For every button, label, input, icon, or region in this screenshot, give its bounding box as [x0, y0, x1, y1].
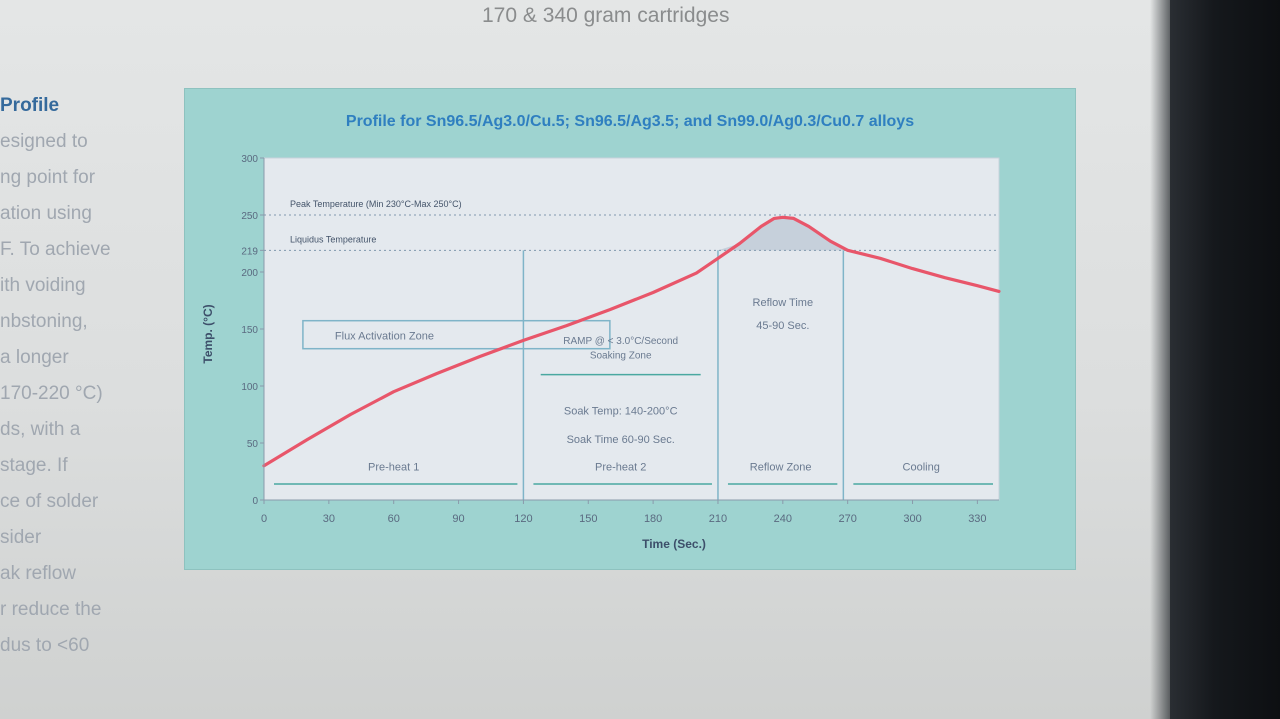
zone-labels: Pre-heat 1 Pre-heat 2 Reflow Zone Cooling [274, 461, 993, 485]
soak-time-label: Soak Time 60-90 Sec. [567, 434, 675, 446]
zone-label: Cooling [903, 461, 940, 473]
y-tick-label: 250 [241, 211, 258, 222]
reflow-profile-chart: Profile for Sn96.5/Ag3.0/Cu.5; Sn96.5/Ag… [201, 113, 1001, 551]
curve-point [846, 249, 849, 252]
x-tick-label: 240 [774, 513, 792, 525]
reference-line-label: Peak Temperature (Min 230°C-Max 250°C) [290, 199, 462, 209]
side-text-line: ce of solder [0, 491, 99, 512]
plot-area [263, 157, 1000, 501]
x-tick-label: 30 [323, 513, 335, 525]
reflow-time-label: Reflow Time [753, 297, 814, 309]
curve-point [565, 324, 568, 327]
y-tick-label: 100 [241, 382, 258, 393]
curve-point [782, 216, 784, 219]
curve-point [392, 390, 395, 393]
y-axis-label: Temp. (°C) [201, 304, 215, 363]
curve-point [306, 438, 308, 441]
zone-boundaries [522, 250, 845, 500]
monitor-bezel [1170, 0, 1280, 719]
axes: 0 30 60 90 120 150 180 210 240 270 300 330 0 50 100 150… [241, 154, 999, 525]
curve-point [717, 257, 719, 260]
curve-point [911, 267, 914, 270]
side-text-line: a longer [0, 347, 69, 368]
x-tick-label: 150 [579, 513, 597, 525]
curve-point [808, 225, 810, 228]
curve-point [609, 308, 611, 311]
side-text-line: dus to <60 [0, 635, 90, 656]
curve-point [436, 372, 438, 375]
x-tick-label: 270 [838, 513, 856, 525]
soaking-zone-label: Soaking Zone [590, 351, 652, 362]
zone-label: Pre-heat 1 [368, 461, 419, 473]
curve-point [695, 272, 698, 274]
y-tick-label: 300 [241, 154, 258, 165]
curve-point [944, 276, 946, 279]
curve-point [479, 355, 482, 358]
side-text-line: F. To achieve [0, 239, 111, 260]
side-text-line: ng point for [0, 167, 96, 188]
side-text-line: nbstoning, [0, 311, 88, 332]
x-tick-label: 330 [968, 513, 986, 525]
curve-point [738, 242, 741, 245]
curve-point [522, 339, 525, 342]
curve-point [976, 284, 979, 287]
section-title: Profile [0, 95, 60, 116]
side-text-line: sider [0, 527, 42, 548]
side-text-line: ds, with a [0, 419, 81, 440]
curve-point [829, 240, 832, 242]
side-text-line: ak reflow [0, 563, 77, 584]
side-text-column: Profile esigned to ng point for ation us… [0, 88, 150, 664]
curve-point [349, 413, 352, 416]
page-heading: 170 & 340 gram cartridges [482, 4, 730, 27]
curve-point [792, 217, 795, 220]
x-tick-label: 180 [644, 513, 662, 525]
x-tick-label: 90 [452, 513, 464, 525]
y-tick-label: 150 [241, 325, 258, 336]
chart-title: Profile for Sn96.5/Ag3.0/Cu.5; Sn96.5/Ag… [346, 113, 914, 130]
reflow-seconds-label: 45-90 Sec. [756, 320, 809, 332]
zone-label: Pre-heat 2 [595, 461, 646, 473]
side-text-line: stage. If [0, 455, 68, 476]
ramp-rate-label: RAMP @ < 3.0°C/Second [563, 336, 678, 347]
x-tick-label: 60 [388, 513, 400, 525]
x-axis-label: Time (Sec.) [642, 537, 706, 551]
annotations: RAMP @ < 3.0°C/Second Soaking Zone Soak Te… [540, 297, 814, 446]
curve-point [998, 290, 1000, 293]
y-tick-label: 200 [241, 268, 258, 279]
x-tick-label: 300 [903, 513, 921, 525]
side-text-line: ith voiding [0, 275, 86, 296]
zone-label: Reflow Zone [750, 461, 812, 473]
side-text-line: 170-220 °C) [0, 383, 103, 404]
flux-zone-label: Flux Activation Zone [335, 331, 434, 343]
x-tick-label: 0 [261, 513, 267, 525]
reference-line-label: Liquidus Temperature [290, 234, 376, 244]
y-tick-label: 0 [252, 496, 258, 507]
side-text-line: esigned to [0, 131, 88, 152]
curve-point [760, 225, 762, 228]
x-tick-label: 210 [709, 513, 727, 525]
y-tick-label: 219 [241, 246, 258, 257]
peak-area-layer [717, 217, 848, 251]
soak-temp-label: Soak Temp: 140-200°C [564, 406, 678, 418]
screen: 170 & 340 gram cartridges Profile esigne… [0, 0, 1170, 719]
monitor-bezel-shadow [1150, 0, 1170, 719]
flux-zone-box: Flux Activation Zone [302, 319, 611, 350]
curve-point [652, 291, 654, 294]
curve-point [879, 257, 881, 260]
curve-point [773, 217, 775, 220]
side-text-line: r reduce the [0, 599, 102, 620]
peak-above-liquidus-area [717, 217, 848, 251]
y-tick-label: 50 [247, 439, 259, 450]
x-tick-label: 120 [514, 513, 532, 525]
flux-zone-frame [302, 319, 611, 350]
side-text-line: ation using [0, 203, 92, 224]
reference-lines: Peak Temperature (Min 230°C-Max 250°C) Li… [264, 199, 999, 251]
